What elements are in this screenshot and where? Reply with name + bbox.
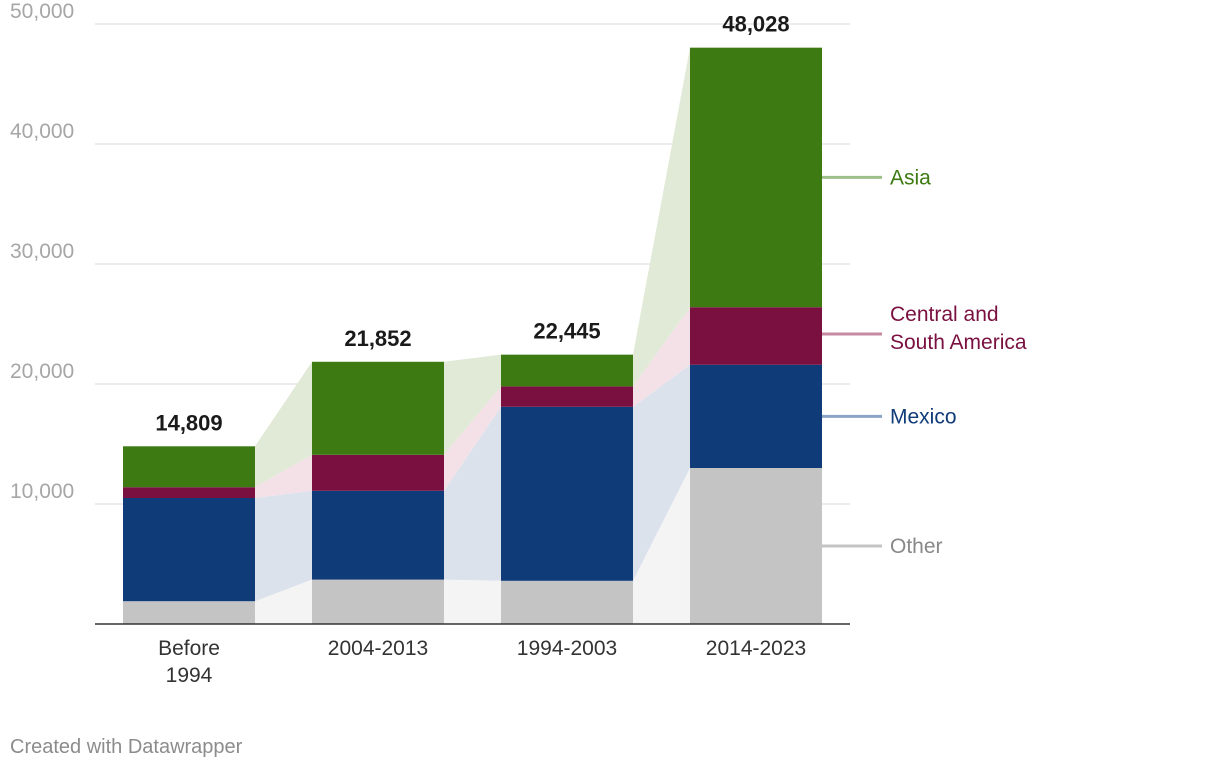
bar-segment-other — [123, 601, 255, 624]
bar-segment-asia — [501, 354, 633, 387]
connector-band-mexico — [633, 364, 690, 581]
bar-segment-other — [690, 468, 822, 624]
bar-segment-asia — [312, 361, 444, 455]
legend-label-line: South America — [890, 331, 1027, 354]
connector-band-other — [633, 468, 690, 624]
x-category-label: 2014-2023 — [706, 637, 806, 660]
legend-label-line: Central and — [890, 303, 999, 326]
y-tick-label: 20,000 — [10, 360, 74, 383]
connector-band-other — [255, 579, 312, 624]
bar-total-label: 21,852 — [344, 326, 411, 351]
legend-label-asia: Asia — [890, 166, 931, 189]
labels: 10,000 20,000 30,000 40,000 50,000 Before 1994… — [10, 0, 806, 687]
legend-label-mexico: Mexico — [890, 405, 957, 428]
legend: Other Mexico Central and South America Asia — [822, 166, 1027, 558]
bar-segment-mexico — [312, 490, 444, 580]
bar-segment-central-and-south-america — [501, 386, 633, 407]
connector-band-mexico — [255, 490, 312, 602]
bars — [123, 47, 822, 624]
x-category-label-line: 1994 — [166, 664, 213, 687]
bar-segment-other — [501, 580, 633, 624]
y-tick-label: 30,000 — [10, 240, 74, 263]
bar-segment-mexico — [501, 406, 633, 581]
y-tick-label: 50,000 — [10, 0, 74, 23]
connector-bands — [255, 47, 690, 624]
bar-segment-asia — [123, 446, 255, 488]
legend-label-line: Other — [890, 535, 943, 558]
connector-band-central-and-south-america — [444, 386, 501, 491]
connector-band-mexico — [444, 406, 501, 581]
connector-band-central-and-south-america — [255, 454, 312, 498]
datawrapper-credit[interactable]: Created with Datawrapper — [10, 736, 243, 758]
legend-label-other: Other — [890, 535, 943, 558]
connector-band-other — [444, 579, 501, 624]
connector-band-asia — [444, 354, 501, 455]
y-tick-label: 10,000 — [10, 480, 74, 503]
bar-segment-central-and-south-america — [690, 307, 822, 365]
x-category-label-line: Before — [158, 637, 220, 660]
bar-total-label: 14,809 — [155, 410, 222, 435]
bar-total-label: 22,445 — [533, 319, 600, 344]
x-category-label: Before 1994 — [158, 637, 220, 687]
bar-total-label: 48,028 — [722, 12, 789, 37]
connector-band-asia — [255, 361, 312, 488]
x-category-label: 1994-2003 — [517, 637, 617, 660]
legend-label-line: Asia — [890, 166, 931, 189]
bar-segment-other — [312, 579, 444, 624]
connector-band-central-and-south-america — [633, 307, 690, 407]
bar-segment-central-and-south-america — [312, 454, 444, 491]
x-category-label-line: 2004-2013 — [328, 637, 428, 660]
x-category-label-line: 1994-2003 — [517, 637, 617, 660]
bar-segment-mexico — [690, 364, 822, 468]
bar-segment-central-and-south-america — [123, 487, 255, 498]
y-tick-label: 40,000 — [10, 120, 74, 143]
x-category-label-line: 2014-2023 — [706, 637, 806, 660]
bar-segment-asia — [690, 47, 822, 308]
legend-label-central-and-south-america: Central and South America — [890, 303, 1027, 354]
bar-segment-mexico — [123, 498, 255, 602]
x-category-label: 2004-2013 — [328, 637, 428, 660]
legend-label-line: Mexico — [890, 405, 957, 428]
connector-band-asia — [633, 47, 690, 387]
